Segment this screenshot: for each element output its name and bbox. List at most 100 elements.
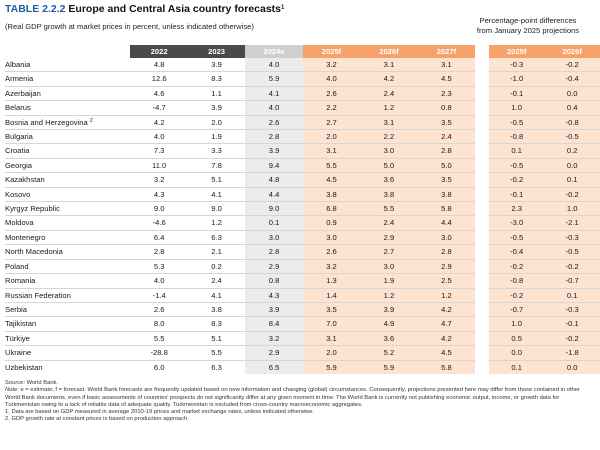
- value-2027f: 5.0: [417, 158, 476, 174]
- table-row: Russian Federation -1.4 4.1 4.3 1.4 1.2 1.2 -0.…: [5, 288, 600, 303]
- table-row: Georgia 11.0 7.8 9.4 5.5 5.0 5.0 -0.5 0.0: [5, 158, 600, 174]
- value-2022: -4.7: [130, 100, 188, 116]
- value-2027f: 4.2: [417, 302, 476, 318]
- diff-2026f: 0.0: [544, 86, 600, 102]
- header-country-blank: [5, 45, 131, 58]
- value-2024e: 4.1: [245, 86, 303, 102]
- table-row: Moldova -4.6 1.2 0.1 0.9 2.4 4.4 -3.0 -2.1: [5, 215, 600, 231]
- value-2022: 4.0: [130, 129, 188, 145]
- table-row: Croatia 7.3 3.3 3.9 3.1 3.0 2.8 0.1 0.2: [5, 143, 600, 159]
- value-2026f: 3.9: [360, 302, 418, 318]
- country-name: Poland: [5, 261, 29, 271]
- value-2023: 3.9: [187, 100, 246, 116]
- value-2022: 5.3: [130, 259, 188, 275]
- value-2022: 2.8: [130, 244, 188, 260]
- value-2027f: 3.5: [417, 115, 476, 131]
- value-2022: 4.8: [130, 58, 188, 73]
- diff-2025f: -0.2: [488, 288, 545, 303]
- value-2026f: 3.8: [360, 187, 418, 203]
- source-note: Source: World Bank.: [5, 380, 59, 386]
- footnote-2: 2. GDP growth rate at constant prices is…: [5, 416, 189, 423]
- country-name: Croatia: [5, 146, 30, 156]
- title-block: TABLE 2.2.2 Europe and Central Asia coun…: [5, 3, 445, 32]
- value-2026f: 3.6: [360, 331, 418, 347]
- value-2026f: 2.9: [360, 230, 418, 246]
- value-2024e: 4.3: [245, 288, 303, 303]
- value-2024e: 4.4: [245, 187, 303, 203]
- diff-2025f: -0.2: [488, 259, 545, 275]
- table-subtitle: (Real GDP growth at market prices in per…: [5, 22, 254, 31]
- country-name: Moldova: [5, 218, 34, 228]
- diff-2026f: -0.4: [544, 71, 600, 87]
- country-name: North Macedonia: [5, 247, 63, 257]
- value-2026f: 1.2: [360, 100, 418, 116]
- value-2027f: 4.4: [417, 215, 476, 231]
- table-row: Armenia 12.6 8.3 5.9 4.0 4.2 4.5 -1.0 -0.4: [5, 71, 600, 87]
- value-2023: 3.9: [187, 58, 246, 73]
- value-2023: 2.1: [187, 244, 246, 260]
- value-2024e: 0.1: [245, 215, 303, 231]
- value-2023: 6.3: [187, 230, 246, 246]
- diff-2026f: -0.5: [544, 129, 600, 145]
- diff-2025f: -0.8: [488, 273, 545, 289]
- column-gap: [475, 201, 489, 216]
- diff-2025f: -0.1: [488, 86, 545, 102]
- country-cell: Kazakhstan: [5, 172, 131, 188]
- diff-2025f: 0.5: [488, 331, 545, 347]
- value-2026f: 5.2: [360, 345, 418, 361]
- diff-2026f: 0.0: [544, 158, 600, 174]
- table-row: Tajikistan 8.0 8.3 8.4 7.0 4.9 4.7 1.0 -0.1: [5, 316, 600, 332]
- title-footnote-ref: 1: [281, 5, 285, 11]
- column-gap: [475, 302, 489, 317]
- column-gap: [475, 71, 489, 87]
- value-2027f: 4.2: [417, 331, 476, 347]
- value-2023: 3.3: [187, 143, 246, 159]
- value-2022: -28.8: [130, 345, 188, 361]
- diff-2025f: -0.5: [488, 230, 545, 246]
- value-2027f: 2.9: [417, 259, 476, 275]
- note-text: e = estimate; f = forecast. World Bank f…: [5, 387, 580, 408]
- value-2027f: 2.3: [417, 86, 476, 102]
- column-gap: [475, 86, 489, 101]
- value-2024e: 8.4: [245, 316, 303, 332]
- value-2024e: 4.8: [245, 172, 303, 188]
- value-2022: 4.6: [130, 86, 188, 102]
- country-name: Uzbekistan: [5, 362, 43, 372]
- value-2024e: 2.9: [245, 259, 303, 275]
- country-cell: Azerbaijan: [5, 86, 131, 102]
- value-2022: 7.3: [130, 143, 188, 159]
- column-gap: [475, 187, 489, 202]
- value-2026f: 3.0: [360, 143, 418, 159]
- diff-2025f: 0.1: [488, 360, 545, 374]
- column-gap: [475, 244, 489, 260]
- diff-2026f: -0.2: [544, 259, 600, 275]
- value-2023: 5.1: [187, 331, 246, 347]
- value-2025f: 2.0: [302, 345, 361, 361]
- value-2022: 9.0: [130, 201, 188, 217]
- value-2027f: 2.8: [417, 143, 476, 159]
- table-body: Albania 4.8 3.9 4.0 3.2 3.1 3.1 -0.3 -0.2 Armenia…: [5, 58, 600, 374]
- diff-2025f: 2.3: [488, 201, 545, 217]
- country-name: Georgia: [5, 160, 33, 170]
- country-cell: Türkiye: [5, 331, 131, 347]
- forecast-table: 2022 2023 2024e 2025f 2026f 2027f 2025f …: [5, 45, 600, 374]
- country-name: Armenia: [5, 74, 34, 84]
- value-2026f: 4.2: [360, 71, 418, 87]
- value-2022: 6.4: [130, 230, 188, 246]
- table-row: Bosnia and Herzegovina 2 4.2 2.0 2.6 2.7 3.1 3…: [5, 115, 600, 131]
- value-2022: 6.0: [153, 362, 165, 372]
- diff-2025f: -0.8: [488, 129, 545, 145]
- value-2024e: 2.6: [245, 115, 303, 131]
- country-cell: Tajikistan: [5, 316, 131, 332]
- diff-2025f: -3.0: [488, 215, 545, 231]
- value-2022: -4.6: [130, 215, 188, 231]
- value-2025f: 2.6: [302, 244, 361, 260]
- country-cell: Armenia: [5, 71, 131, 87]
- country-name: Kosovo: [5, 189, 31, 199]
- diff-2026f: -0.1: [544, 316, 600, 332]
- value-2025f: 4.0: [302, 71, 361, 87]
- country-name: Bulgaria: [5, 132, 33, 142]
- footnote-1: 1. Data are based on GDP measured in ave…: [5, 409, 314, 416]
- country-cell: Russian Federation: [5, 288, 131, 303]
- country-name: Russian Federation: [5, 290, 71, 300]
